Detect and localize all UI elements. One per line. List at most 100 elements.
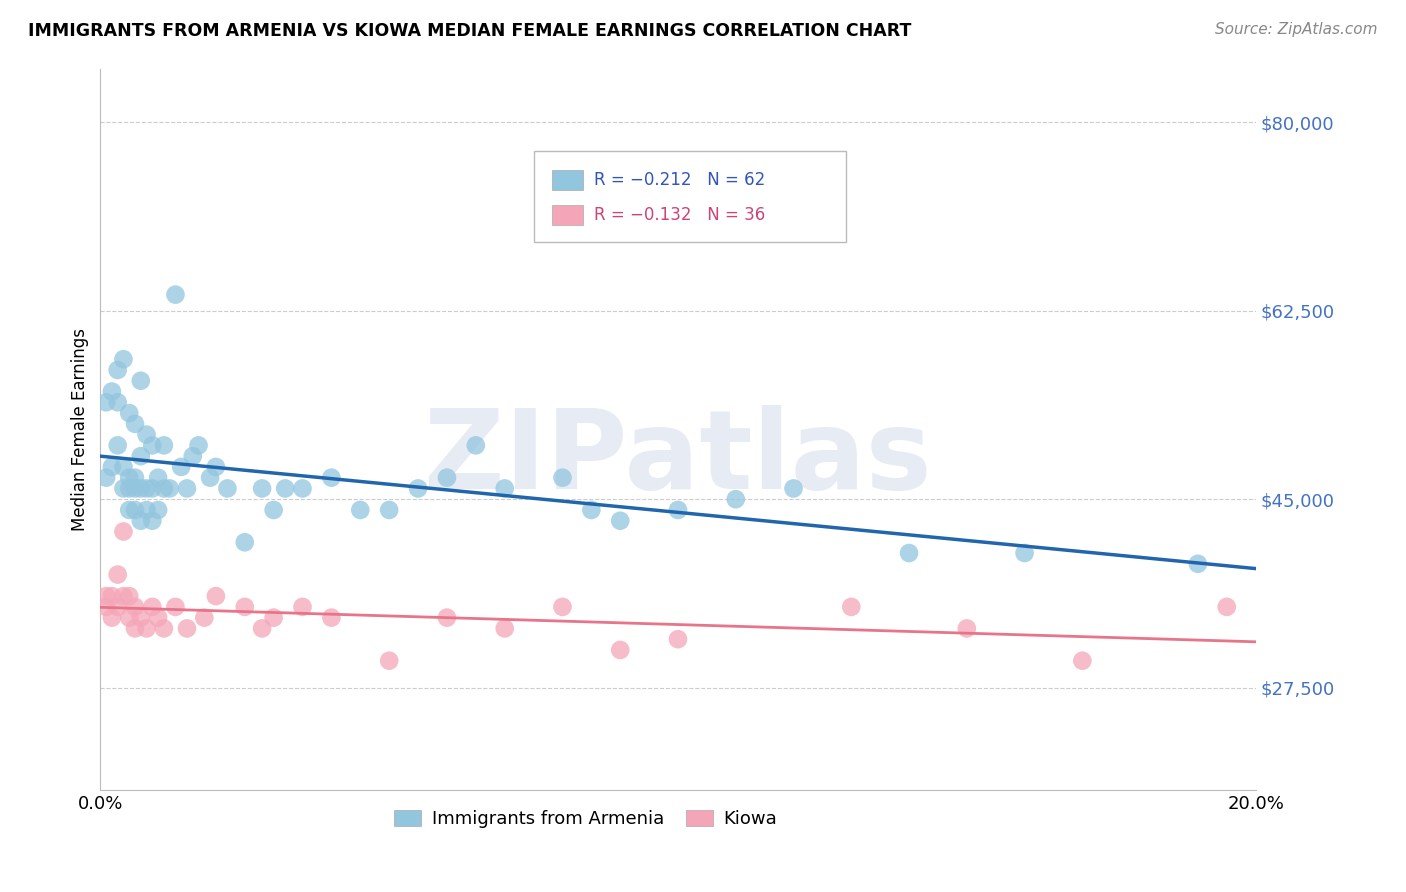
Point [124, 482, 146, 496]
Point [170, 459, 193, 474]
Point [898, 546, 921, 560]
Point [1071, 654, 1094, 668]
Point [1187, 557, 1209, 571]
Point [101, 610, 124, 624]
Point [181, 449, 204, 463]
Point [118, 503, 141, 517]
Point [205, 589, 228, 603]
Point [250, 621, 273, 635]
Point [118, 406, 141, 420]
Point [107, 395, 129, 409]
Point [153, 482, 176, 496]
Point [146, 471, 169, 485]
FancyBboxPatch shape [553, 205, 583, 225]
Point [107, 363, 129, 377]
Y-axis label: Median Female Earnings: Median Female Earnings [72, 327, 89, 531]
Point [101, 384, 124, 399]
Point [165, 599, 187, 614]
Point [124, 599, 146, 614]
Point [436, 471, 458, 485]
Point [176, 621, 198, 635]
Point [94, 471, 117, 485]
Point [291, 599, 314, 614]
Point [118, 589, 141, 603]
Point [146, 610, 169, 624]
Point [124, 417, 146, 431]
Point [666, 632, 689, 647]
Point [124, 471, 146, 485]
Point [129, 482, 152, 496]
Point [141, 599, 163, 614]
Point [107, 438, 129, 452]
Point [94, 589, 117, 603]
Point [112, 352, 135, 367]
Point [724, 492, 747, 507]
Point [176, 482, 198, 496]
Point [112, 482, 135, 496]
Point [153, 438, 176, 452]
Point [112, 589, 135, 603]
Point [321, 471, 343, 485]
Point [494, 482, 516, 496]
Point [159, 482, 181, 496]
Point [198, 471, 221, 485]
Text: ZIPatlas: ZIPatlas [425, 405, 932, 512]
Point [250, 482, 273, 496]
Point [165, 287, 187, 301]
Point [112, 524, 135, 539]
Point [551, 599, 574, 614]
Point [609, 643, 631, 657]
Text: IMMIGRANTS FROM ARMENIA VS KIOWA MEDIAN FEMALE EARNINGS CORRELATION CHART: IMMIGRANTS FROM ARMENIA VS KIOWA MEDIAN … [28, 22, 911, 40]
Point [494, 621, 516, 635]
Point [135, 503, 157, 517]
Point [581, 503, 603, 517]
Point [101, 589, 124, 603]
Point [94, 395, 117, 409]
Point [1216, 599, 1239, 614]
Point [141, 438, 163, 452]
Point [129, 374, 152, 388]
Point [112, 459, 135, 474]
Point [101, 459, 124, 474]
Point [141, 514, 163, 528]
Point [666, 503, 689, 517]
Point [129, 610, 152, 624]
Point [146, 503, 169, 517]
Point [609, 514, 631, 528]
Point [233, 535, 256, 549]
Point [406, 482, 429, 496]
Point [263, 503, 285, 517]
Point [274, 482, 297, 496]
Text: R = −0.212   N = 62: R = −0.212 N = 62 [593, 171, 765, 189]
Point [107, 567, 129, 582]
Point [118, 610, 141, 624]
Point [321, 610, 343, 624]
Point [436, 610, 458, 624]
Point [107, 599, 129, 614]
Point [839, 599, 862, 614]
Point [187, 438, 209, 452]
Point [135, 427, 157, 442]
Point [464, 438, 486, 452]
FancyBboxPatch shape [534, 152, 845, 242]
Point [1014, 546, 1036, 560]
Point [956, 621, 979, 635]
Point [233, 599, 256, 614]
Point [118, 471, 141, 485]
Point [263, 610, 285, 624]
Point [153, 621, 176, 635]
Point [118, 482, 141, 496]
Legend: Immigrants from Armenia, Kiowa: Immigrants from Armenia, Kiowa [387, 802, 785, 835]
Point [129, 449, 152, 463]
Point [217, 482, 239, 496]
Text: R = −0.132   N = 36: R = −0.132 N = 36 [593, 206, 765, 224]
Point [193, 610, 215, 624]
Point [349, 503, 371, 517]
Point [782, 482, 804, 496]
FancyBboxPatch shape [553, 170, 583, 190]
Point [291, 482, 314, 496]
Point [129, 514, 152, 528]
Point [135, 621, 157, 635]
Point [378, 654, 401, 668]
Point [378, 503, 401, 517]
